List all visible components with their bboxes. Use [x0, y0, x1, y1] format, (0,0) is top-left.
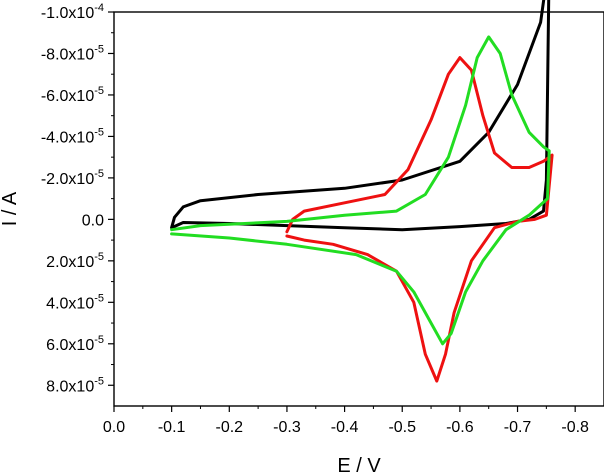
- y-tick-label: 2.0x10-5: [46, 251, 104, 271]
- y-tick-label: 6.0x10-5: [46, 334, 104, 354]
- y-tick-mantissa: 6.0x10: [46, 337, 94, 354]
- y-tick-mantissa: 8.0x10: [46, 378, 94, 395]
- x-tick-label: -0.2: [216, 419, 244, 436]
- y-tick-mantissa: -8.0x10: [41, 46, 94, 63]
- cv-series-line-3: [170, 35, 551, 346]
- x-tick-label: -0.7: [504, 419, 532, 436]
- y-tick-mantissa: -1.0x10: [41, 5, 94, 22]
- cv-series-line-2: [285, 56, 554, 383]
- y-tick-exponent: -5: [94, 126, 104, 138]
- y-tick-mantissa: 4.0x10: [46, 295, 94, 312]
- x-tick-label: 0.0: [103, 419, 125, 436]
- y-tick-exponent: -5: [94, 292, 104, 304]
- y-tick-exponent: -5: [94, 251, 104, 263]
- y-tick-label: 4.0x10-5: [46, 292, 104, 312]
- x-tick-label: -0.1: [158, 419, 186, 436]
- y-tick-label: -2.0x10-5: [41, 168, 104, 188]
- y-tick-exponent: -5: [94, 85, 104, 97]
- y-tick-exponent: -5: [94, 375, 104, 387]
- x-tick-label: -0.5: [388, 419, 416, 436]
- y-tick-label: -6.0x10-5: [41, 85, 104, 105]
- y-tick-mantissa: -4.0x10: [41, 129, 94, 146]
- x-tick-label: -0.6: [446, 419, 474, 436]
- y-tick-exponent: -4: [94, 2, 104, 14]
- x-axis-title: E / V: [337, 455, 381, 476]
- y-tick-label: -8.0x10-5: [41, 43, 104, 63]
- y-tick-label: 0.0: [82, 212, 104, 229]
- y-tick-label: -1.0x10-4: [41, 2, 104, 22]
- series-layer: [170, 0, 554, 383]
- y-tick-mantissa: -2.0x10: [41, 171, 94, 188]
- cv-series-line-1: [170, 0, 551, 232]
- y-axis-ticks: -1.0x10-4-8.0x10-5-6.0x10-5-4.0x10-5-2.0…: [41, 2, 114, 395]
- y-tick-mantissa: -6.0x10: [41, 88, 94, 105]
- x-tick-label: -0.3: [273, 419, 301, 436]
- y-tick-exponent: -5: [94, 334, 104, 346]
- y-tick-exponent: -5: [94, 168, 104, 180]
- x-axis-ticks: 0.0 -0.1 -0.2 -0.3 -0.4 -0.5 -0.6 -0.7 -0.8: [103, 406, 589, 436]
- y-tick-label: -4.0x10-5: [41, 126, 104, 146]
- y-axis-title: I / A: [0, 191, 21, 226]
- y-tick-mantissa: 2.0x10: [46, 254, 94, 271]
- x-tick-label: -0.8: [561, 419, 589, 436]
- y-tick-exponent: -5: [94, 43, 104, 55]
- y-tick-label: 8.0x10-5: [46, 375, 104, 395]
- plot-frame: [113, 11, 604, 407]
- x-tick-label: -0.4: [331, 419, 359, 436]
